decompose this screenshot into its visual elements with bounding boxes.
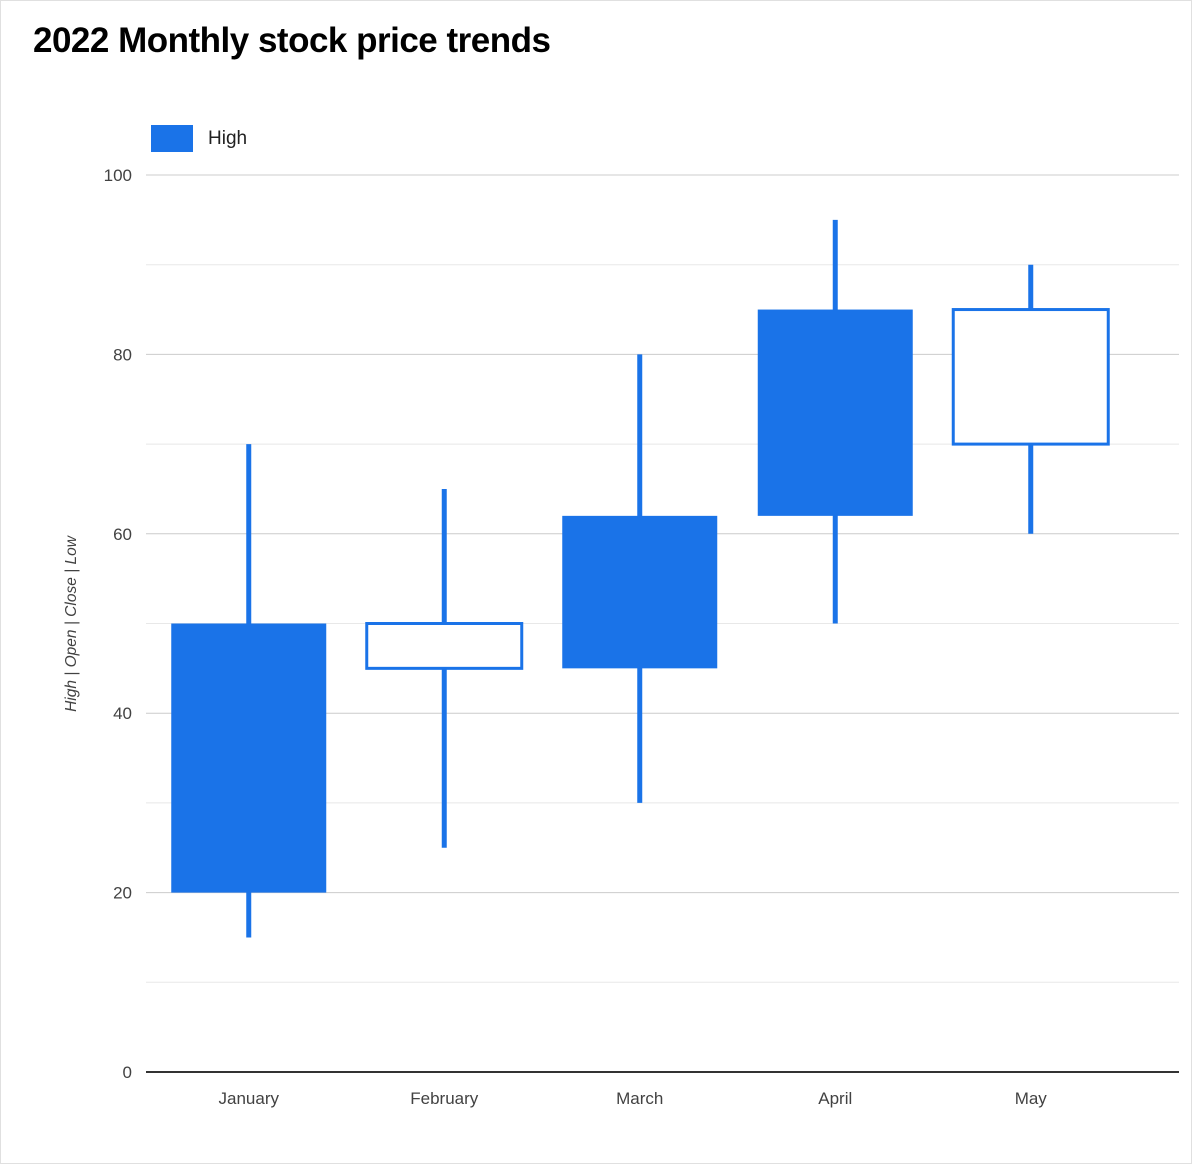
candle-march[interactable] <box>562 354 718 803</box>
candle-body <box>562 515 718 669</box>
y-tick-label: 0 <box>123 1063 132 1082</box>
x-tick-label-march: March <box>616 1089 663 1108</box>
candle-january[interactable] <box>171 444 327 938</box>
y-tick-label: 100 <box>104 166 132 185</box>
candle-april[interactable] <box>757 219 913 624</box>
y-tick-label: 20 <box>113 884 132 903</box>
chart-title: 2022 Monthly stock price trends <box>33 21 551 60</box>
legend-label: High <box>208 127 248 149</box>
y-tick-label: 60 <box>113 525 132 544</box>
candle-february[interactable] <box>365 488 524 848</box>
candle-body <box>171 623 327 893</box>
x-tick-label-february: February <box>410 1089 479 1108</box>
candle-body <box>951 308 1110 446</box>
y-tick-label: 80 <box>113 345 132 364</box>
legend: High <box>151 125 247 152</box>
legend-swatch-high <box>151 125 193 152</box>
x-tick-label-april: April <box>818 1089 852 1108</box>
x-tick-label-may: May <box>1015 1089 1048 1108</box>
x-tick-label-january: January <box>219 1089 280 1108</box>
y-tick-label: 40 <box>113 704 132 723</box>
candle-body <box>757 309 913 516</box>
candle-body <box>365 622 524 670</box>
candle-may[interactable] <box>951 264 1110 534</box>
